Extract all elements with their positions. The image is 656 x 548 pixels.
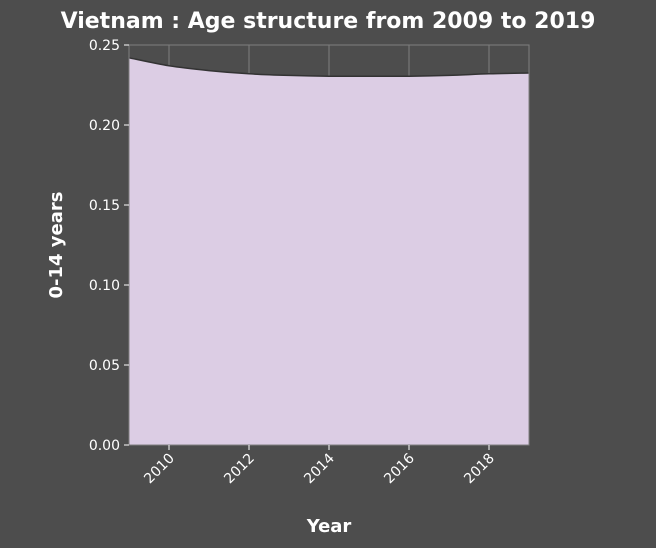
series-area <box>129 57 529 446</box>
x-axis-label: Year <box>306 516 352 537</box>
y-tick-label: 0.00 <box>89 438 120 454</box>
y-tick-label: 0.25 <box>89 38 120 54</box>
x-tick-label: 2010 <box>141 451 178 488</box>
x-tick-label: 2012 <box>221 451 258 488</box>
series-line <box>128 57 530 78</box>
y-tick-label: 0.20 <box>89 118 120 134</box>
y-tick-label: 0.10 <box>89 278 120 294</box>
y-axis-label: 0-14 years <box>46 192 67 299</box>
plot-area: 0.00 0.05 0.10 0.15 0.20 0.25 2010 2012 2014 2016… <box>89 38 530 488</box>
y-tick-label: 0.15 <box>89 198 120 214</box>
chart-title: Vietnam : Age structure from 2009 to 201… <box>61 9 596 34</box>
x-tick-label: 2018 <box>461 451 498 488</box>
x-tick-label: 2014 <box>301 450 338 487</box>
x-tick-label: 2016 <box>381 450 418 487</box>
y-tick-label: 0.05 <box>89 358 120 374</box>
